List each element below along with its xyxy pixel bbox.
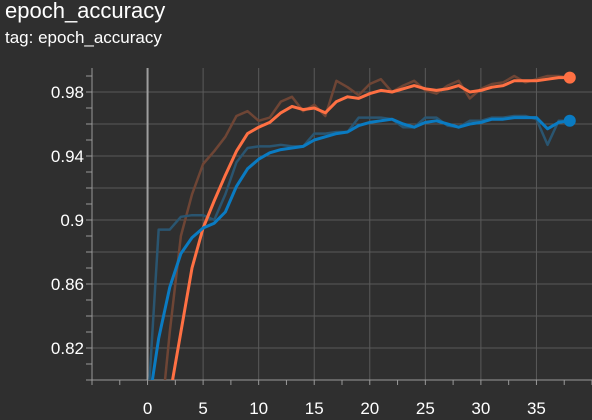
x-tick-label: 5 (198, 399, 207, 418)
x-tick-label: 35 (527, 399, 546, 418)
x-tick-label: 0 (143, 399, 152, 418)
y-tick-label: 0.94 (51, 147, 84, 166)
series-end-marker-1 (563, 114, 576, 127)
x-tick-label: 30 (471, 399, 490, 418)
y-tick-label: 0.98 (51, 83, 84, 102)
series-group (148, 71, 576, 380)
y-tick-label: 0.82 (51, 339, 84, 358)
series-raw-line-0 (163, 74, 570, 380)
series-raw-line-1 (148, 114, 570, 380)
axes (86, 68, 592, 385)
series-clip-group (148, 74, 570, 380)
x-tick-label: 20 (360, 399, 379, 418)
y-tick-label: 0.9 (60, 211, 84, 230)
x-tick-label: 15 (305, 399, 324, 418)
x-tick-label: 10 (249, 399, 268, 418)
chart-tag: tag: epoch_accuracy (5, 28, 162, 47)
tick-labels: 0.82 0.86 0.9 0.94 0.98 0 5 10 15 20 25 30 35 (51, 83, 546, 418)
y-tick-label: 0.86 (51, 275, 84, 294)
series-end-marker-0 (563, 71, 576, 84)
series-smoothed-line-1 (150, 116, 570, 380)
chart-title: epoch_accuracy (5, 0, 166, 23)
x-tick-label: 25 (416, 399, 435, 418)
series-smoothed-line-0 (171, 76, 570, 380)
